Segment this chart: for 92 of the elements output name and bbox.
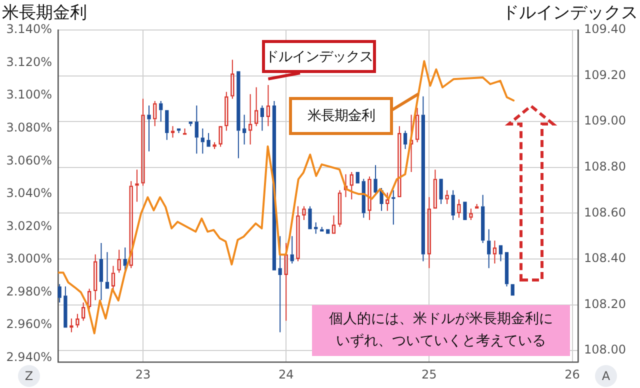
candlestick (332, 214, 336, 234)
candlestick (469, 208, 473, 221)
candlestick (350, 171, 354, 200)
candlestick (194, 105, 198, 154)
candlestick (368, 176, 372, 221)
candlestick (338, 190, 342, 228)
candlestick (70, 318, 74, 333)
candlestick (236, 71, 240, 159)
candlestick (296, 206, 300, 262)
candlestick (230, 59, 234, 100)
candlestick (76, 313, 80, 328)
candlestick (481, 194, 485, 244)
candlestick (254, 86, 258, 127)
candlestick (362, 178, 366, 218)
candlestick (457, 198, 461, 218)
candlestick (94, 254, 98, 301)
candlestick (218, 126, 222, 148)
candlestick (374, 164, 378, 196)
annotation: 個人的には、米ドルが米長期金利にいずれ、ついていくと考えている (312, 305, 570, 356)
y2-tick-label: 109.40 (584, 22, 626, 36)
x-tick-label: 26 (564, 367, 580, 382)
candlestick (99, 242, 104, 301)
candlestick (266, 84, 270, 127)
candlestick (260, 105, 264, 132)
candlestick (344, 174, 348, 198)
candlestick (206, 132, 210, 147)
series-label: ドルインデックス (262, 40, 376, 73)
y-tick-label: 2.940% (6, 350, 52, 364)
circle-badge: Z (18, 365, 40, 387)
candlestick (129, 180, 133, 269)
candlestick (153, 100, 157, 127)
candlestick (165, 110, 169, 140)
candlestick (159, 100, 163, 122)
y-tick-label: 3.040% (6, 186, 52, 200)
candlestick (421, 96, 425, 262)
candlestick (445, 190, 449, 205)
y2-tick-label: 108.40 (584, 251, 626, 266)
y2-tick-label: 108.20 (584, 296, 626, 311)
y-axis-title: 米長期金利 (2, 3, 87, 23)
candlestick (403, 130, 408, 150)
candlestick (88, 288, 92, 310)
candlestick (433, 169, 438, 209)
y2-tick-label: 108.60 (584, 205, 626, 220)
candlestick (487, 228, 491, 269)
candlestick (451, 190, 455, 221)
candlestick (302, 206, 306, 221)
y2-tick-label: 108.00 (584, 342, 626, 357)
x-tick-label: 25 (422, 367, 437, 382)
candlestick (105, 252, 110, 289)
candlestick (398, 126, 402, 198)
y-tick-label: 3.060% (6, 153, 52, 168)
y-tick-label: 3.100% (6, 88, 52, 102)
candlestick (492, 240, 497, 264)
y-tick-label: 3.000% (6, 252, 52, 266)
candlestick (82, 302, 86, 322)
y-tick-label: 3.080% (6, 120, 52, 134)
x-tick-label: 23 (135, 367, 151, 382)
candlestick (415, 107, 420, 143)
y-tick-label: 3.020% (6, 218, 52, 233)
candlestick (386, 192, 390, 212)
candlestick (278, 236, 282, 333)
candlestick (248, 94, 252, 145)
candlestick (504, 252, 509, 287)
candlestick (147, 105, 151, 152)
candlestick (439, 178, 443, 205)
y2-tick-label: 109.20 (584, 68, 626, 82)
candlestick (123, 247, 127, 271)
candlestick (58, 284, 62, 303)
candlestick (290, 236, 294, 264)
y2-tick-label: 109.00 (584, 114, 626, 128)
candlestick (242, 114, 246, 145)
candlestick (224, 91, 228, 132)
y-tick-label: 3.140% (6, 22, 52, 36)
candlestick (141, 98, 145, 186)
candlestick (200, 128, 204, 154)
candlestick (117, 249, 121, 274)
x-tick-label: 24 (278, 367, 294, 382)
candlestick (392, 190, 396, 226)
candlestick (64, 286, 68, 328)
candlestick (135, 169, 139, 202)
candlestick (212, 142, 216, 150)
y-tick-label: 2.980% (6, 284, 52, 298)
text: 米長期金利 (289, 97, 393, 135)
y2-axis-title: ドルインデックス (502, 3, 638, 23)
y-tick-label: 2.960% (6, 317, 52, 332)
candlestick (498, 245, 503, 262)
y-tick-label: 3.120% (6, 54, 52, 69)
circle-badge: A (595, 365, 617, 387)
candlestick (284, 242, 288, 322)
candlestick (427, 196, 431, 269)
y2-tick-label: 108.80 (584, 160, 626, 174)
candlestick (170, 126, 175, 138)
